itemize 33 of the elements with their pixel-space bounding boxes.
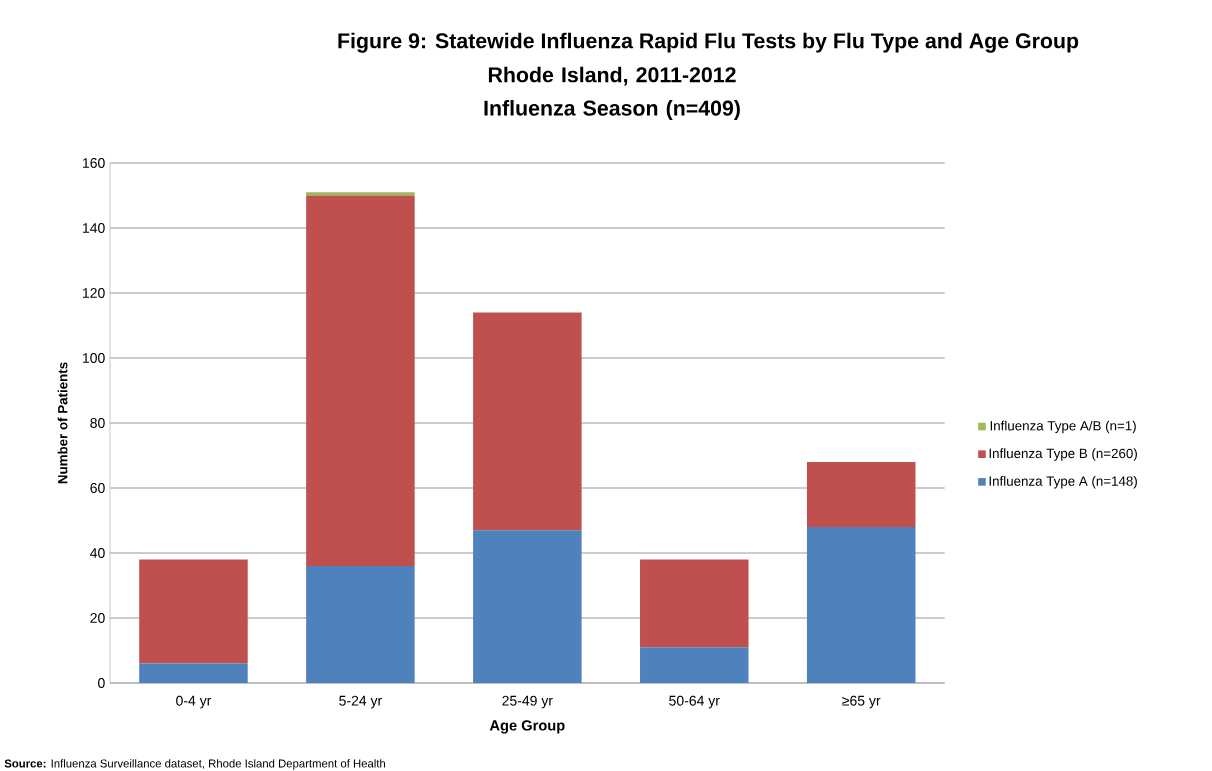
bar: [306, 192, 415, 196]
bar: [640, 559, 749, 648]
bar: [473, 530, 582, 683]
y-tick-label: 120: [83, 288, 105, 298]
x-tick-label: ≥65 yr: [842, 695, 881, 709]
y-tick-label: 160: [83, 158, 105, 168]
bar: [306, 195, 415, 566]
y-axis-title: Number of Patients: [57, 362, 68, 484]
y-tick-label: 100: [83, 353, 105, 363]
bar: [139, 663, 248, 683]
bar: [473, 312, 582, 531]
legend-label: Influenza Type B (n=260): [989, 448, 1137, 461]
legend-label: Influenza Type A (n=148): [989, 476, 1137, 489]
y-tick-label: 20: [90, 613, 105, 623]
y-tick-label: 80: [90, 418, 105, 428]
y-tick-label: 60: [90, 483, 105, 493]
chart-subtitle: Rhode Island, 2011-2012 Influenza Season (n=409): [484, 66, 740, 120]
y-tick-label: 140: [83, 223, 105, 233]
x-tick-label: 50-64 yr: [669, 695, 720, 709]
chart-title: Figure 9: Statewide Influenza Rapid Flu Tests by Flu Type and Age Group: [338, 32, 1079, 53]
bar: [139, 559, 248, 664]
x-tick-label: 0-4 yr: [176, 695, 212, 709]
bar: [806, 462, 916, 527]
bar: [806, 527, 916, 683]
text: Source: Influenza Surveillance dataset, Rhode Island Department of Health: [4, 759, 386, 770]
x-axis-title: Age Group: [489, 720, 565, 734]
y-tick-label: 0: [98, 678, 105, 688]
bar: [306, 566, 415, 683]
bar: [640, 647, 749, 683]
legend-label: Influenza Type A/B (n=1): [990, 420, 1136, 434]
x-tick-label: 5-24 yr: [339, 695, 382, 709]
x-tick-label: 25-49 yr: [502, 695, 553, 709]
y-tick-label: 40: [90, 548, 105, 558]
